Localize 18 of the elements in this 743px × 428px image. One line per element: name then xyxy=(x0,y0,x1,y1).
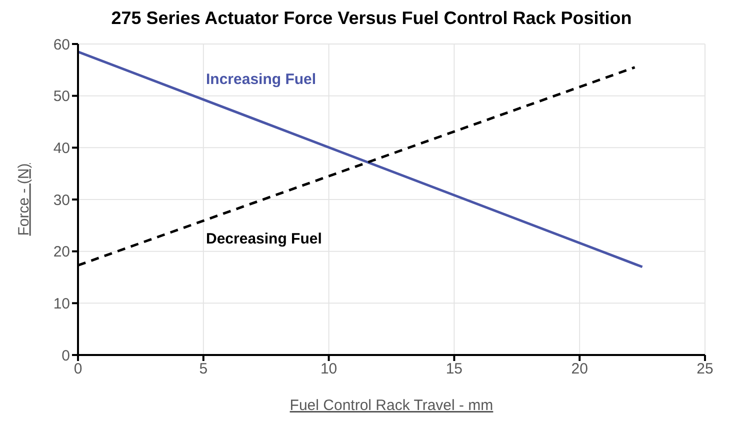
series-label: Increasing Fuel xyxy=(206,70,316,88)
y-tick-label: 0 xyxy=(62,347,70,364)
y-tick-label: 30 xyxy=(53,192,70,209)
y-tick-label: 50 xyxy=(53,88,70,106)
x-axis-title: Fuel Control Rack Travel - mm xyxy=(290,397,494,414)
x-tick-label: 15 xyxy=(446,360,463,378)
x-tick-label: 25 xyxy=(696,360,714,378)
x-tick-label: 10 xyxy=(320,360,338,378)
chart-title: 275 Series Actuator Force Versus Fuel Control Rack Position xyxy=(110,8,633,30)
y-tick-label: 20 xyxy=(53,244,70,261)
series-label: Decreasing Fuel xyxy=(206,230,322,248)
y-tick-label: 60 xyxy=(53,36,70,54)
y-tick-label: 40 xyxy=(53,140,70,157)
x-tick-label: 20 xyxy=(571,360,588,378)
x-tick-label: 5 xyxy=(199,360,208,378)
x-tick-label: 0 xyxy=(74,360,82,378)
y-axis-title: Force - (N) xyxy=(15,163,32,236)
y-tick-label: 10 xyxy=(53,295,70,312)
